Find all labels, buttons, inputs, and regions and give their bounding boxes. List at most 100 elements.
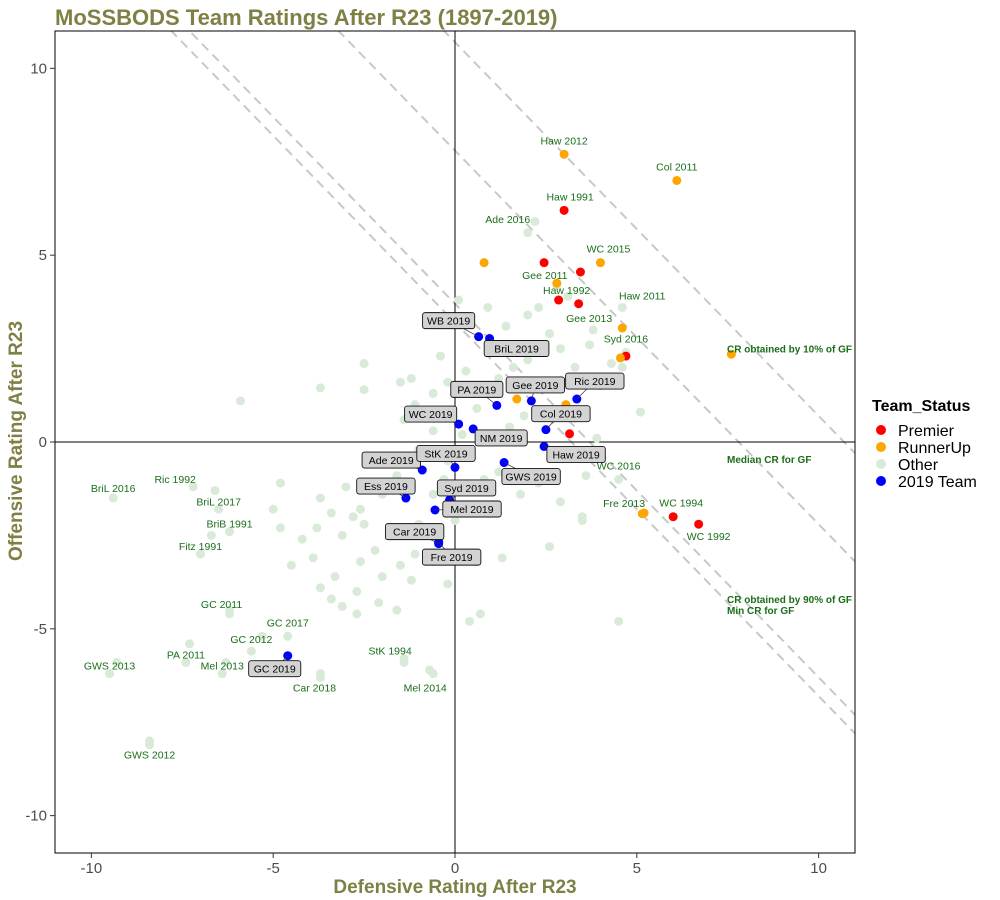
other-point [508, 362, 518, 372]
x-tick-label: -5 [267, 860, 280, 877]
x-tick-label: 5 [633, 860, 641, 877]
point-haw-2012 [559, 149, 569, 159]
y-tick-label: 5 [39, 247, 47, 264]
other-point [326, 594, 336, 604]
team-2019-label: BriL 2019 [494, 344, 539, 356]
point-gws-2013 [105, 669, 115, 679]
premier-point [554, 295, 564, 305]
point-bril-2016 [108, 493, 118, 503]
other-point [606, 359, 616, 369]
legend-key-other [876, 459, 886, 469]
point-label: WC 2015 [587, 244, 631, 256]
other-point [406, 373, 416, 383]
team-2019-label: GC 2019 [254, 664, 296, 676]
other-point [268, 504, 278, 514]
other-point [454, 295, 464, 305]
other-point [377, 572, 387, 582]
point-gc-2017 [283, 631, 293, 641]
team-2019-label-box [442, 500, 502, 518]
reference-line-label: CR obtained by 10% of GF [727, 345, 852, 356]
other-point [286, 560, 296, 570]
other-point [359, 385, 369, 395]
point-ric-1992 [188, 482, 198, 492]
other-point [545, 542, 555, 552]
other-point [352, 609, 362, 619]
point-label: BriL 2016 [91, 483, 136, 495]
point-label: Gee 2011 [522, 270, 568, 282]
other-point [428, 388, 438, 398]
legend-label: 2019 Team [898, 474, 977, 491]
team-2019-label: Ade 2019 [369, 455, 414, 467]
team-2019-label: WB 2019 [427, 316, 470, 328]
team-2019-label-box [248, 660, 302, 678]
other-point [501, 321, 511, 331]
other-point [206, 530, 216, 540]
y-tick-label: 10 [30, 60, 47, 77]
other-point [530, 217, 540, 227]
x-axis-title: Defensive Rating After R23 [333, 877, 576, 898]
other-point [355, 557, 365, 567]
other-point [185, 639, 195, 649]
other-point [308, 553, 318, 563]
team-2019-label: Mel 2019 [450, 504, 493, 516]
other-point [585, 340, 595, 350]
other-point [635, 407, 645, 417]
other-point [570, 362, 580, 372]
other-point [443, 377, 453, 387]
other-point [275, 478, 285, 488]
point-label: GC 2017 [267, 617, 309, 629]
point-wc-1994 [668, 512, 678, 522]
point-label: GWS 2013 [84, 661, 136, 673]
reference-line-label: Median CR for GF [727, 455, 811, 466]
point-col-2011 [672, 175, 682, 185]
premier-point [539, 258, 549, 268]
team-2019-label: WC 2019 [409, 409, 453, 421]
other-point [315, 583, 325, 593]
y-tick-label: -10 [25, 808, 47, 825]
point-pa-2011 [181, 657, 191, 667]
other-point [472, 403, 482, 413]
other-point [461, 366, 471, 376]
team-2019-label: StK 2019 [424, 448, 467, 460]
point-label: Col 2011 [656, 161, 697, 173]
team-2019-label-box [474, 429, 528, 447]
team-2019-label-box [436, 479, 497, 497]
team-2019-label-box [404, 405, 458, 423]
team-2019-label-box [422, 312, 476, 330]
other-point [577, 512, 587, 522]
point-stk-1994 [399, 657, 409, 667]
other-point [614, 616, 624, 626]
other-point [545, 329, 555, 339]
x-tick-label: 0 [451, 860, 459, 877]
point-label: PA 2011 [167, 649, 205, 661]
other-point [352, 586, 362, 596]
point-label: Mel 2013 [201, 661, 244, 673]
other-point [443, 579, 453, 589]
other-point [337, 530, 347, 540]
point-label: BriL 2017 [196, 496, 241, 508]
team-2019-label: Haw 2019 [552, 449, 599, 461]
other-point [435, 351, 445, 361]
plot-inner: Haw 2012 Col 2011 Haw 1991 Ade 2016 WC 2015 G… [55, 31, 855, 853]
point-gc-2012 [246, 646, 256, 656]
other-point [497, 553, 507, 563]
team-2019-label-box [483, 340, 550, 357]
other-point [330, 572, 340, 582]
runnerup-point [615, 353, 625, 363]
other-point [515, 489, 525, 499]
reference-line-label: Min CR for GF [727, 606, 794, 617]
other-point [210, 486, 220, 496]
point-gee-2013 [588, 325, 598, 335]
team-2019-label-box [531, 405, 591, 423]
point-label: GC 2011 [201, 599, 242, 611]
reference-line-label: CR obtained by 90% of GF [727, 595, 852, 606]
team-2019-label-box [356, 477, 416, 495]
team-2019-label: Car 2019 [393, 527, 436, 539]
other-point [235, 396, 245, 406]
point-label: Fitz 1991 [179, 541, 222, 553]
point-wc-2015 [595, 258, 605, 268]
other-point [428, 426, 438, 436]
